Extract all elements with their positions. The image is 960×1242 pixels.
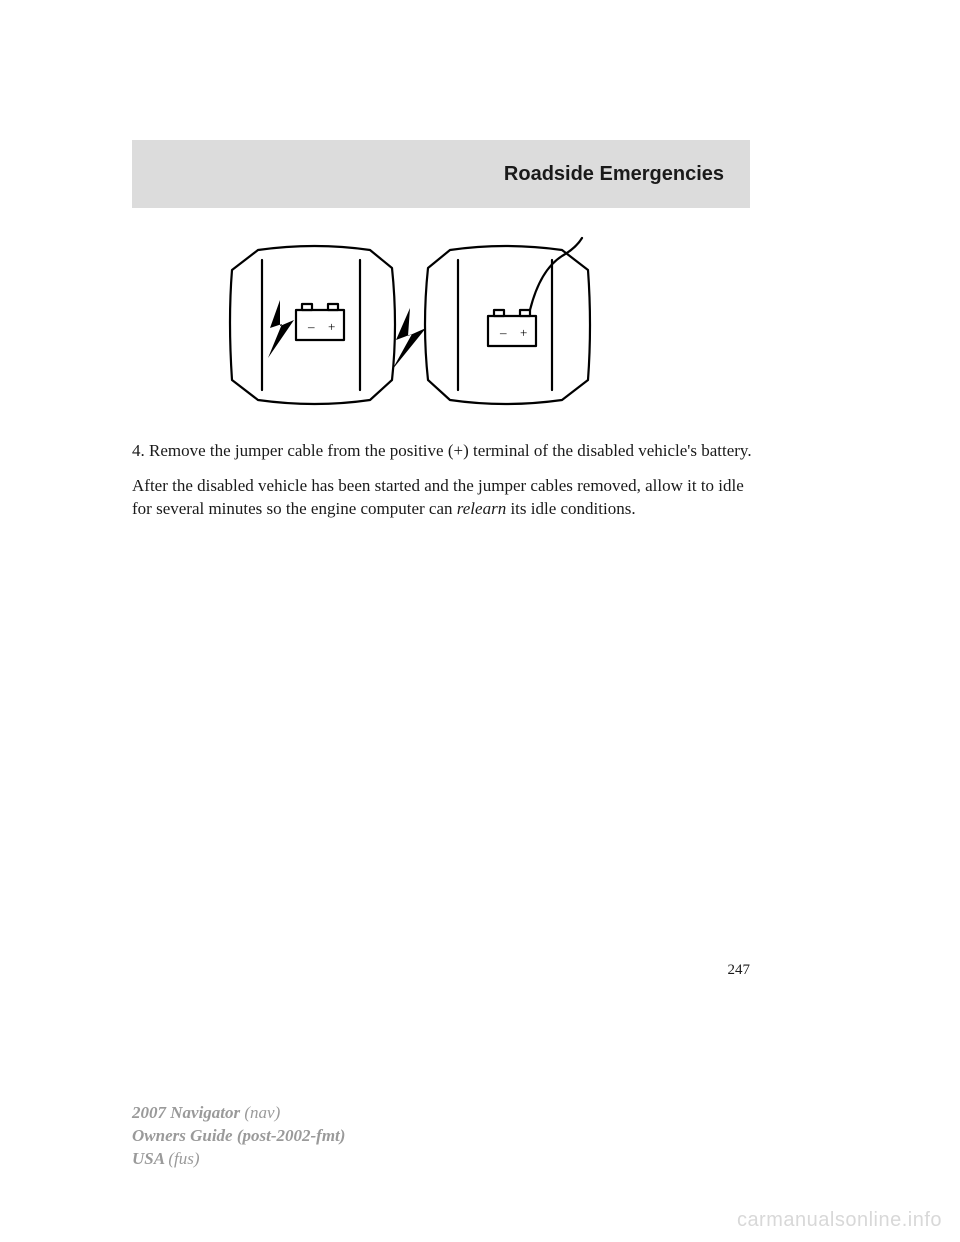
watermark: carmanualsonline.info	[737, 1209, 942, 1232]
left-battery-minus: –	[307, 319, 315, 334]
page-number: 247	[728, 962, 751, 979]
footer-region: USA	[132, 1149, 168, 1168]
jumper-cable-figure: – + – +	[220, 230, 600, 420]
body-text: 4. Remove the jumper cable from the posi…	[132, 440, 752, 533]
vehicles-svg: – + – +	[220, 230, 600, 420]
p2-part-a: After the disabled vehicle has been star…	[132, 476, 744, 518]
footer-block: 2007 Navigator (nav) Owners Guide (post-…	[132, 1102, 345, 1171]
footer-vehicle: 2007 Navigator	[132, 1103, 244, 1122]
paragraph-after: After the disabled vehicle has been star…	[132, 475, 752, 521]
paragraph-step-4: 4. Remove the jumper cable from the posi…	[132, 440, 752, 463]
p2-part-b: its idle conditions.	[506, 499, 635, 518]
section-title: Roadside Emergencies	[504, 163, 724, 186]
left-battery-plus: +	[328, 319, 335, 334]
footer-line-1: 2007 Navigator (nav)	[132, 1102, 345, 1125]
footer-region-code: (fus)	[168, 1149, 199, 1168]
footer-line-2: Owners Guide (post-2002-fmt)	[132, 1125, 345, 1148]
page: Roadside Emergencies	[0, 0, 960, 1242]
right-battery-plus: +	[520, 325, 527, 340]
section-header-band: Roadside Emergencies	[132, 140, 750, 208]
footer-vehicle-code: (nav)	[244, 1103, 280, 1122]
p2-relearn: relearn	[457, 499, 506, 518]
footer-line-3: USA (fus)	[132, 1148, 345, 1171]
right-battery-minus: –	[499, 325, 507, 340]
